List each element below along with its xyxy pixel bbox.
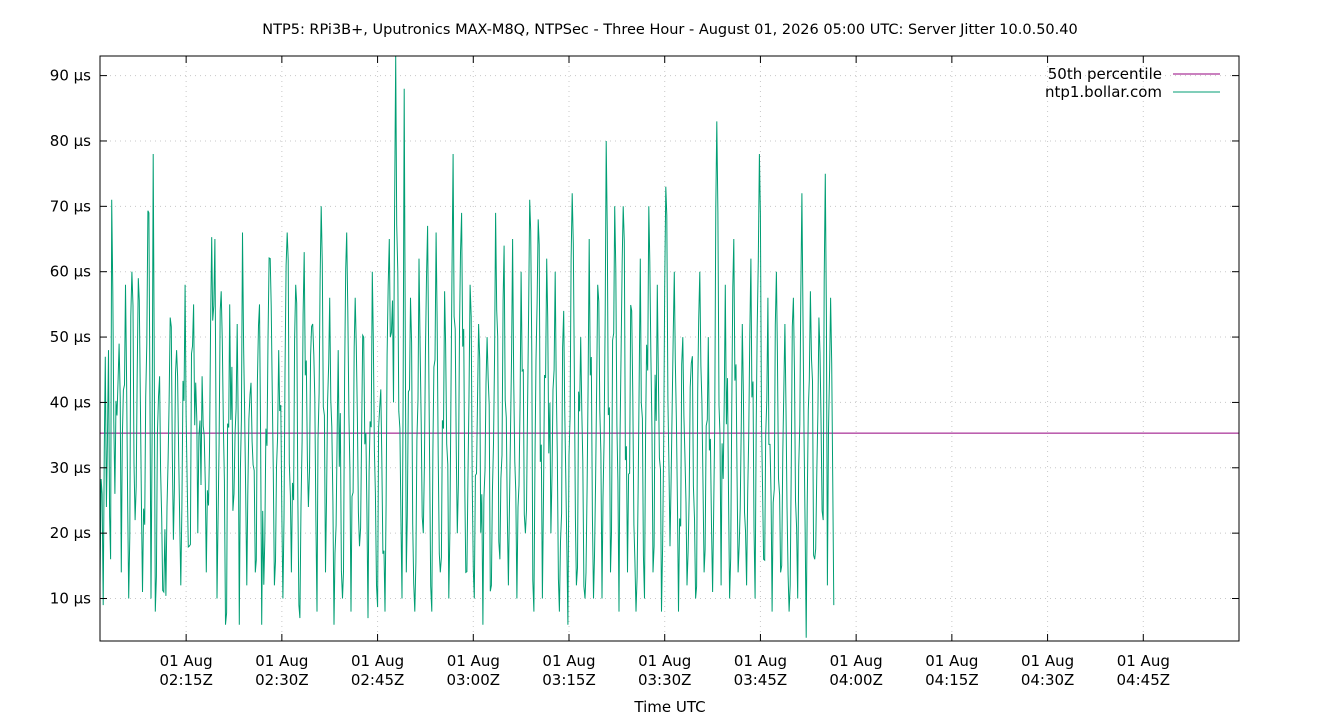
x-tick-label: 01 Aug <box>1021 652 1074 670</box>
x-tick-label: 01 Aug <box>160 652 213 670</box>
jitter-series-line <box>100 56 835 638</box>
y-tick-label: 90 µs <box>50 67 91 85</box>
x-tick-label: 01 Aug <box>542 652 595 670</box>
x-tick-label: 01 Aug <box>734 652 787 670</box>
x-tick-label: 01 Aug <box>830 652 883 670</box>
x-tick-label: 04:15Z <box>925 671 979 689</box>
y-tick-label: 70 µs <box>50 197 91 215</box>
x-tick-label: 01 Aug <box>447 652 500 670</box>
x-tick-label: 01 Aug <box>1117 652 1170 670</box>
y-tick-label: 10 µs <box>50 590 91 608</box>
x-tick-label: 03:45Z <box>734 671 788 689</box>
series-layer <box>100 56 1239 638</box>
x-tick-label: 03:15Z <box>542 671 596 689</box>
x-tick-label: 01 Aug <box>351 652 404 670</box>
x-tick-label: 01 Aug <box>255 652 308 670</box>
x-tick-label: 01 Aug <box>925 652 978 670</box>
axes: 10 µs 20 µs 30 µs 40 µs 50 µs 60 µs 70 µs 80 µs… <box>50 55 1240 689</box>
y-tick-label: 60 µs <box>50 263 91 281</box>
y-tick-label: 20 µs <box>50 524 91 542</box>
x-tick-label: 03:30Z <box>638 671 692 689</box>
y-tick-label: 40 µs <box>50 393 91 411</box>
plot-frame <box>99 55 1240 642</box>
x-tick-label: 04:00Z <box>829 671 883 689</box>
y-tick-label: 80 µs <box>50 132 91 150</box>
x-tick-label: 01 Aug <box>638 652 691 670</box>
chart-title: NTP5: RPi3B+, Uputronics MAX-M8Q, NTPSec… <box>262 22 1077 38</box>
legend-label: ntp1.bollar.com <box>1045 83 1162 101</box>
x-tick-label: 04:45Z <box>1117 671 1171 689</box>
legend-label: 50th percentile <box>1048 65 1162 83</box>
x-tick-label: 04:30Z <box>1021 671 1075 689</box>
y-tick-label: 30 µs <box>50 459 91 477</box>
x-axis-label: Time UTC <box>633 698 705 716</box>
x-tick-label: 02:15Z <box>159 671 213 689</box>
y-tick-label: 50 µs <box>50 328 91 346</box>
x-tick-label: 02:30Z <box>255 671 309 689</box>
x-tick-label: 02:45Z <box>351 671 405 689</box>
x-tick-label: 03:00Z <box>447 671 501 689</box>
